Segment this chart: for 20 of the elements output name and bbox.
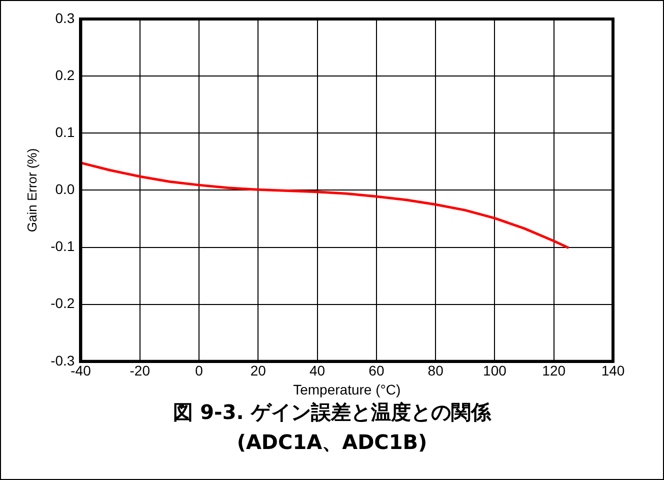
x-tick-label: 40: [310, 362, 326, 379]
y-tick-label: -0.3: [50, 352, 75, 368]
text: (ADC1A、ADC1B): [236, 429, 428, 456]
text: 図 9-3. ゲイン誤差と温度との関係: [172, 399, 492, 426]
y-tick-label: 0.2: [55, 66, 75, 83]
x-axis-title: Temperature (°C): [293, 381, 401, 398]
x-tick-label: 140: [601, 362, 625, 379]
x-tick-label: 120: [542, 362, 566, 379]
x-tick-label: 100: [483, 362, 507, 379]
x-tick-label: 0: [195, 362, 204, 379]
y-tick-label: 0.1: [55, 124, 75, 140]
y-tick-label: 0.3: [55, 10, 75, 26]
x-tick-label: -20: [130, 362, 150, 379]
y-tick-label: -0.2: [50, 295, 75, 312]
x-tick-label: 20: [250, 362, 266, 379]
y-tick-label: -0.1: [50, 238, 75, 254]
y-axis-title: Gain Error (%): [24, 148, 40, 232]
x-tick-label: 60: [368, 362, 384, 379]
x-tick-label: 80: [428, 362, 444, 379]
y-tick-label: 0.0: [55, 181, 75, 198]
